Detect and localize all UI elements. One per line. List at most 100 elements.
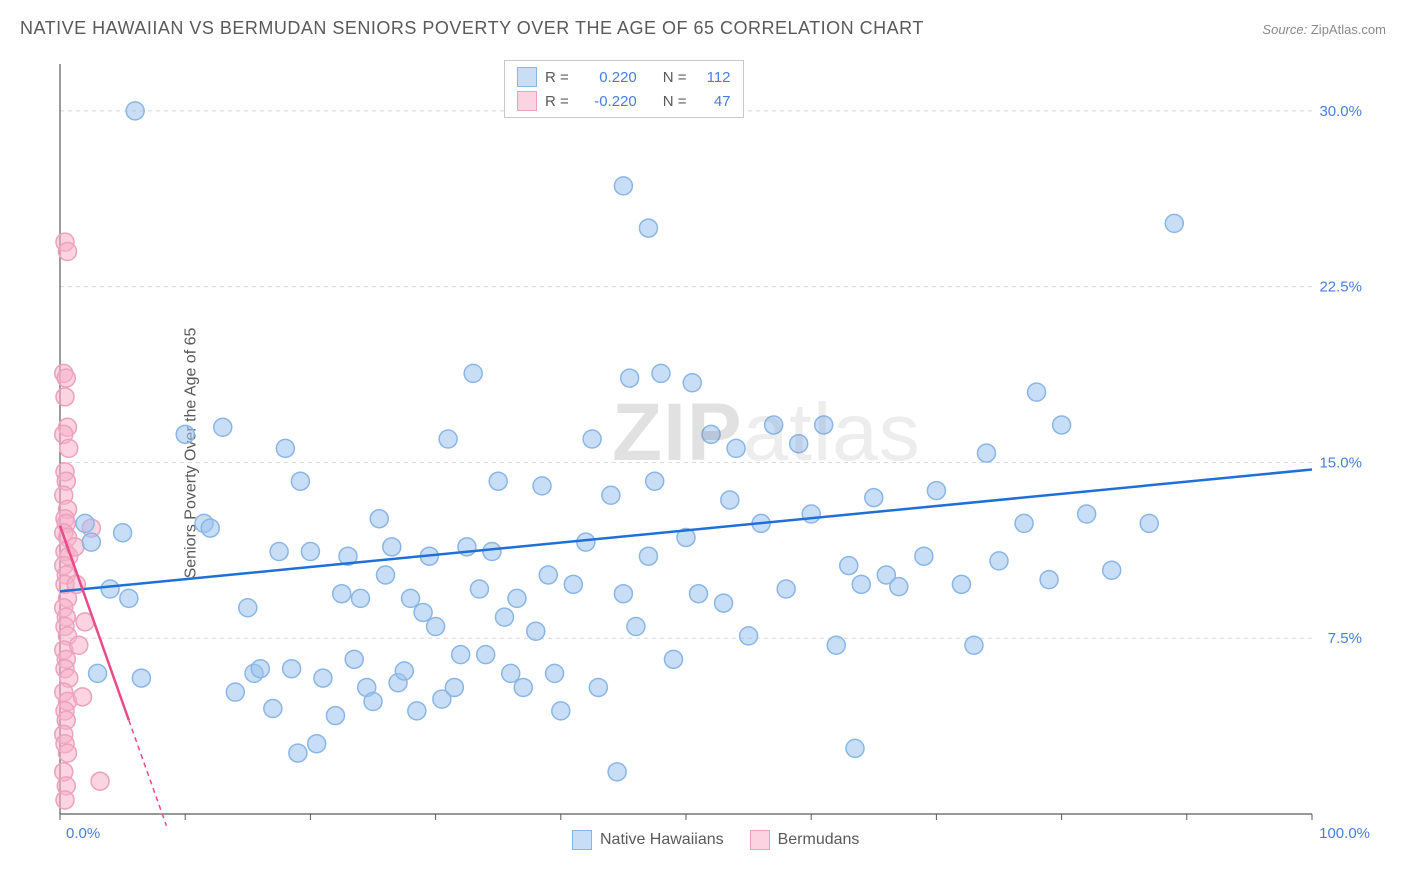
data-point — [264, 700, 282, 718]
data-point — [777, 580, 795, 598]
data-point — [1140, 514, 1158, 532]
trend-line-extrapolated — [129, 720, 167, 825]
data-point — [1078, 505, 1096, 523]
legend-item: Native Hawaiians — [572, 830, 724, 850]
data-point — [740, 627, 758, 645]
data-point — [815, 416, 833, 434]
data-point — [614, 585, 632, 603]
data-point — [270, 543, 288, 561]
data-point — [846, 739, 864, 757]
series-legend: Native Hawaiians Bermudans — [572, 830, 859, 850]
data-point — [333, 585, 351, 603]
data-point — [552, 702, 570, 720]
data-point — [74, 688, 92, 706]
data-point — [445, 678, 463, 696]
data-point — [564, 575, 582, 593]
data-point — [915, 547, 933, 565]
data-point — [840, 557, 858, 575]
chart-title: NATIVE HAWAIIAN VS BERMUDAN SENIORS POVE… — [20, 18, 924, 39]
data-point — [82, 533, 100, 551]
data-point — [301, 543, 319, 561]
data-point — [1053, 416, 1071, 434]
data-point — [990, 552, 1008, 570]
data-point — [289, 744, 307, 762]
legend-label: Native Hawaiians — [600, 831, 724, 849]
legend-swatch — [517, 91, 537, 111]
data-point — [201, 519, 219, 537]
data-point — [1103, 561, 1121, 579]
data-point — [452, 646, 470, 664]
data-point — [539, 566, 557, 584]
stat-r-value: -0.220 — [579, 93, 637, 110]
legend-label: Bermudans — [778, 831, 860, 849]
stat-r-value: 0.220 — [579, 69, 637, 86]
data-point — [608, 763, 626, 781]
correlation-stats-legend: R =0.220N =112R =-0.220N =47 — [504, 60, 744, 118]
data-point — [383, 538, 401, 556]
data-point — [345, 650, 363, 668]
legend-item: Bermudans — [750, 830, 860, 850]
data-point — [283, 660, 301, 678]
data-point — [351, 589, 369, 607]
data-point — [1015, 514, 1033, 532]
data-point — [251, 660, 269, 678]
data-point — [533, 477, 551, 495]
data-point — [690, 585, 708, 603]
data-point — [402, 589, 420, 607]
data-point — [583, 430, 601, 448]
data-point — [827, 636, 845, 654]
legend-swatch — [517, 67, 537, 87]
data-point — [439, 430, 457, 448]
data-point — [765, 416, 783, 434]
data-point — [120, 589, 138, 607]
data-point — [577, 533, 595, 551]
data-point — [408, 702, 426, 720]
data-point — [865, 489, 883, 507]
data-point — [126, 102, 144, 120]
data-point — [470, 580, 488, 598]
data-point — [176, 425, 194, 443]
data-point — [489, 472, 507, 490]
stat-r-label: R = — [545, 69, 569, 86]
data-point — [464, 364, 482, 382]
data-point — [395, 662, 413, 680]
data-point — [639, 547, 657, 565]
stats-row: R =0.220N =112 — [517, 65, 731, 89]
x-tick-label: 0.0% — [66, 825, 100, 842]
y-tick-label: 7.5% — [1328, 630, 1362, 647]
data-point — [70, 636, 88, 654]
data-point — [890, 578, 908, 596]
data-point — [226, 683, 244, 701]
y-tick-label: 30.0% — [1319, 103, 1362, 120]
source-label: Source: — [1262, 22, 1307, 37]
data-point — [1028, 383, 1046, 401]
data-point — [314, 669, 332, 687]
data-point — [852, 575, 870, 593]
data-point — [59, 744, 77, 762]
data-point — [76, 514, 94, 532]
data-point — [414, 603, 432, 621]
data-point — [621, 369, 639, 387]
data-point — [683, 374, 701, 392]
data-point — [646, 472, 664, 490]
data-point — [483, 543, 501, 561]
data-point — [56, 791, 74, 809]
y-tick-label: 15.0% — [1319, 454, 1362, 471]
x-tick-label: 100.0% — [1319, 825, 1370, 842]
data-point — [627, 618, 645, 636]
source-value: ZipAtlas.com — [1311, 22, 1386, 37]
chart-canvas: 7.5%15.0%22.5%30.0%0.0%100.0% — [52, 56, 1382, 850]
stat-r-label: R = — [545, 93, 569, 110]
data-point — [364, 693, 382, 711]
legend-swatch — [750, 830, 770, 850]
data-point — [291, 472, 309, 490]
data-point — [790, 435, 808, 453]
data-point — [952, 575, 970, 593]
data-point — [214, 418, 232, 436]
data-point — [965, 636, 983, 654]
data-point — [101, 580, 119, 598]
data-point — [132, 669, 150, 687]
data-point — [715, 594, 733, 612]
scatter-plot: Seniors Poverty Over the Age of 65 7.5%1… — [52, 56, 1382, 850]
data-point — [308, 735, 326, 753]
